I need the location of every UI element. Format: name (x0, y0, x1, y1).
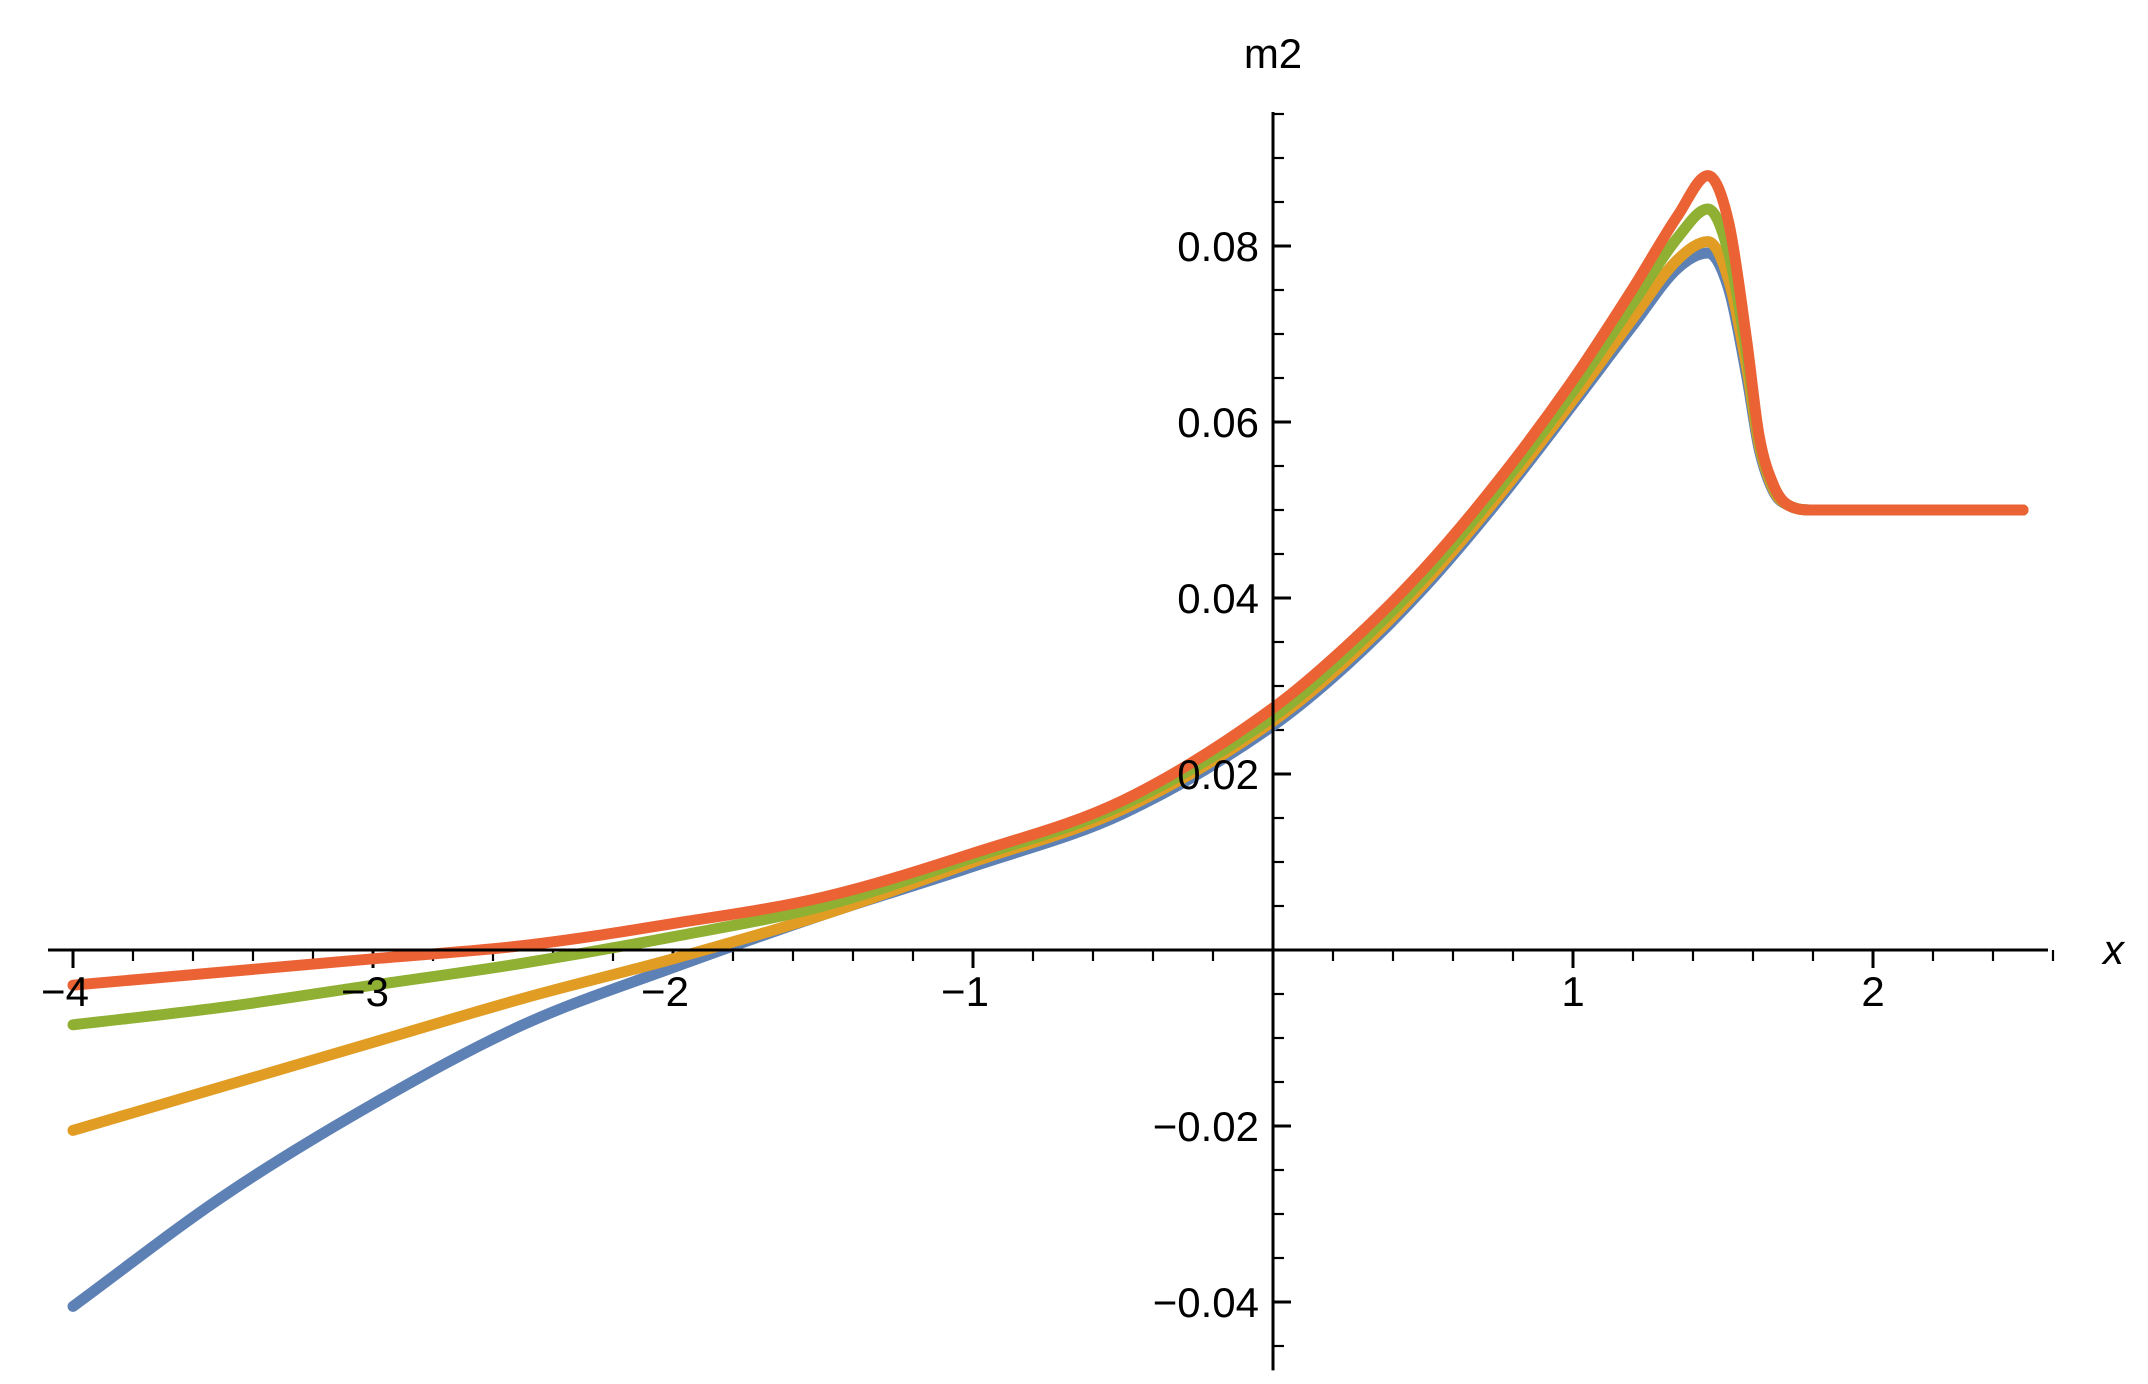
y-tick-label: −0.04 (1153, 1279, 1259, 1326)
axes-layer (48, 112, 2048, 1371)
y-tick-label: 0.06 (1177, 399, 1259, 446)
ticks-layer (71, 112, 2055, 1348)
x-tick-label: 1 (1561, 968, 1584, 1015)
y-tick-label: 0.04 (1177, 575, 1259, 622)
series-line-3 (67, 203, 2029, 1031)
series-layer (67, 170, 2029, 1312)
series-line-1 (67, 247, 2029, 1312)
x-axis-title: x (2101, 926, 2126, 973)
labels-layer: −4 −3 −2 −1 1 2 −0.04 −0.02 0.02 0.04 0.06 0.08 (41, 223, 1885, 1326)
x-tick-label: −1 (941, 968, 989, 1015)
x-tick-label: −3 (341, 968, 389, 1015)
y-axis-title: m2 (1244, 30, 1302, 77)
y-tick-label: 0.02 (1177, 751, 1259, 798)
y-tick-label: −0.02 (1153, 1103, 1259, 1150)
x-tick-label: 2 (1861, 968, 1884, 1015)
series-line-4 (67, 170, 2029, 991)
x-tick-label: −4 (41, 968, 89, 1015)
y-tick-label: 0.08 (1177, 223, 1259, 270)
x-tick-label: −2 (641, 968, 689, 1015)
